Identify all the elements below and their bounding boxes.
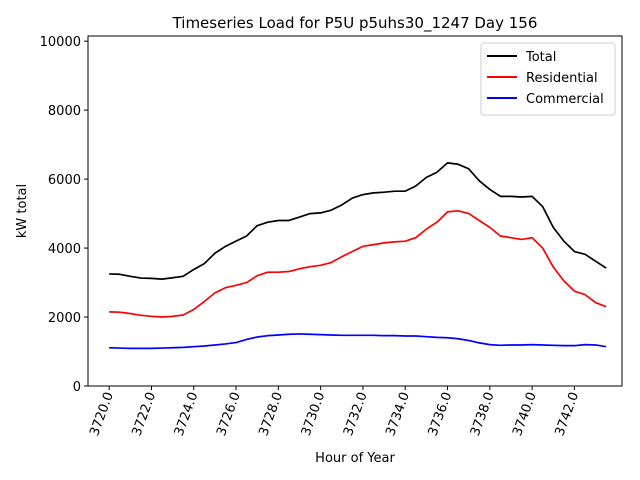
chart-title: Timeseries Load for P5U p5uhs30_1247 Day… [172,14,538,33]
legend-label-total: Total [525,50,556,65]
y-tick-label: 8000 [48,104,81,119]
plot-area-frame [87,35,623,387]
y-tick-label: 6000 [48,173,81,188]
series-line-commercial [109,333,607,350]
legend-label-commercial: Commercial [526,92,604,107]
y-tick-label: 2000 [48,311,81,326]
series-line-residential [109,209,607,318]
y-axis-ticks: 0 2000 4000 6000 8000 10000 [40,35,88,395]
x-axis-label: Hour of Year [315,451,395,466]
y-axis-label: kW total [15,184,30,238]
legend: Total Residential Commercial [480,42,616,116]
series-line-total [109,162,607,280]
y-tick-label: 0 [73,380,81,395]
series-layer [109,162,607,350]
y-tick-label: 10000 [40,35,81,50]
y-tick-label: 4000 [48,242,81,257]
legend-label-residential: Residential [526,71,598,86]
